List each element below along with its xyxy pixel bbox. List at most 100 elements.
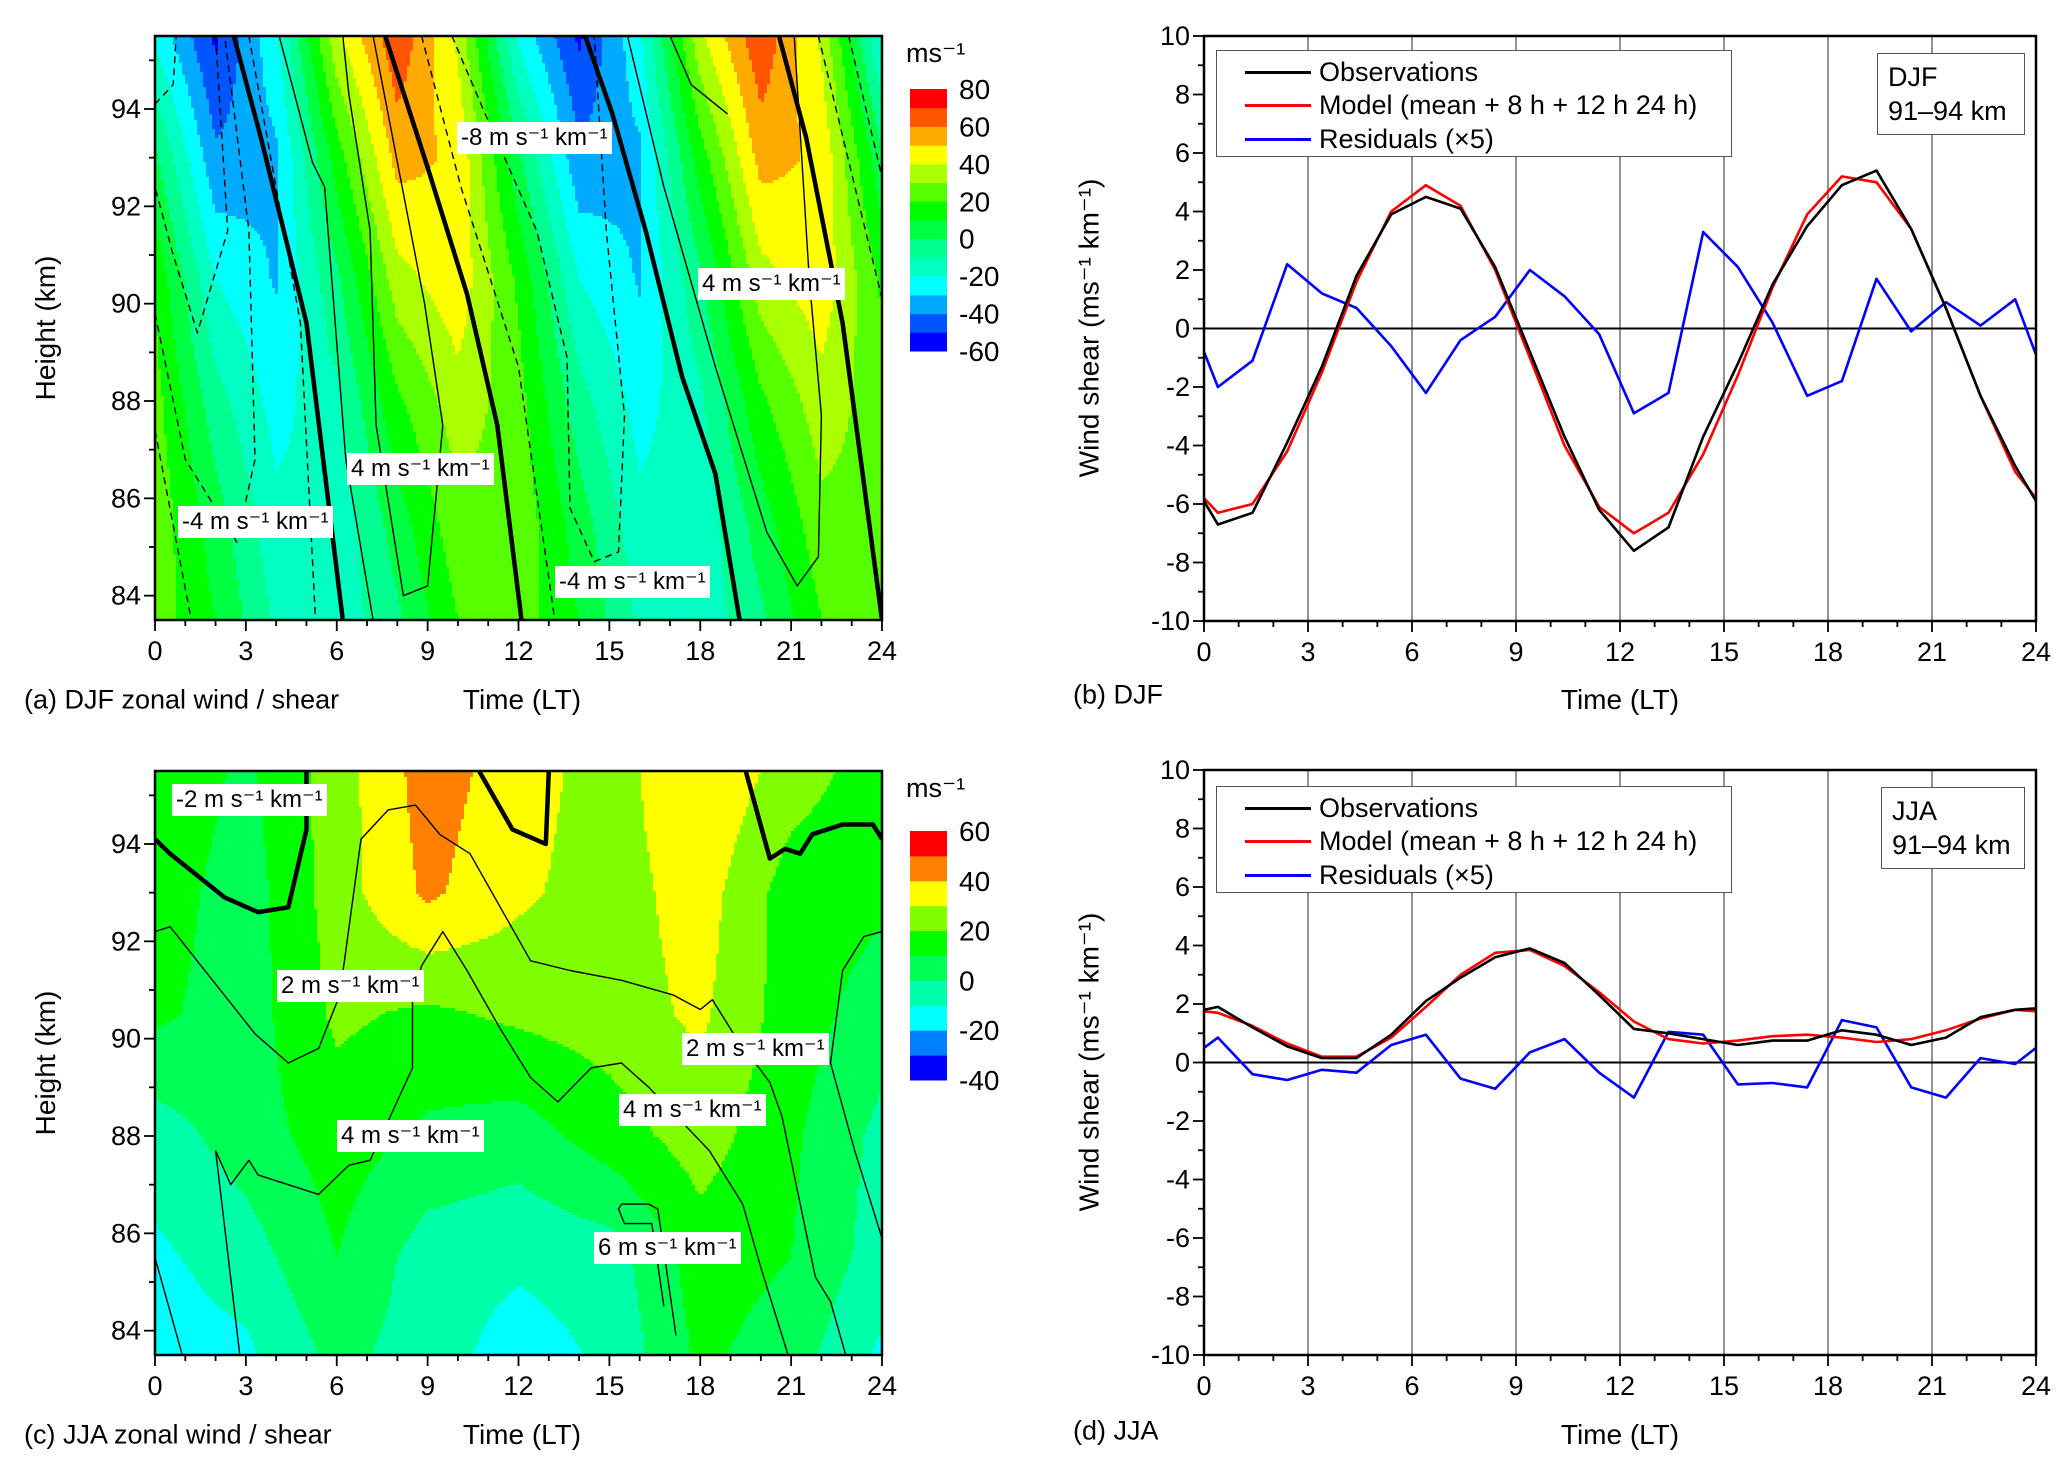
heatmap-cell xyxy=(836,252,855,256)
heatmap-cell xyxy=(407,75,435,79)
heatmap-cell xyxy=(155,123,165,127)
heatmap-cell xyxy=(479,48,489,52)
heatmap-cell xyxy=(197,129,216,133)
heatmap-cell xyxy=(551,432,573,436)
heatmap-cell xyxy=(695,354,717,358)
heatmap-cell xyxy=(470,183,483,187)
heatmap-cell xyxy=(293,180,309,184)
heatmap-cell xyxy=(728,420,750,424)
heatmap-cell xyxy=(176,165,192,169)
heatmap-cell xyxy=(170,312,189,316)
heatmap-cell xyxy=(212,42,219,46)
heatmap-cell xyxy=(875,186,882,190)
heatmap-cell xyxy=(863,189,879,193)
heatmap-cell xyxy=(554,324,573,328)
heatmap-cell xyxy=(338,384,360,388)
heatmap-cell xyxy=(758,96,765,100)
heatmap-cell xyxy=(323,198,339,202)
heatmap-cell xyxy=(635,441,654,445)
heatmap-cell xyxy=(557,255,576,259)
heatmap-cell xyxy=(212,351,249,355)
heatmap-cell xyxy=(191,165,207,169)
heatmap-cell xyxy=(815,450,843,454)
heatmap-cell xyxy=(344,309,363,313)
heatmap-cell xyxy=(299,36,309,40)
heatmap-cell xyxy=(164,396,183,400)
heatmap-cell xyxy=(746,45,777,49)
heatmap-cell xyxy=(251,354,300,358)
heatmap-cell xyxy=(530,438,552,442)
heatmap-cell xyxy=(746,399,768,403)
heatmap-cell xyxy=(716,489,741,493)
heatmap-cell xyxy=(296,402,342,406)
heatmap-cell xyxy=(803,312,831,316)
heatmap-cell xyxy=(743,96,759,100)
heatmap-cell xyxy=(374,285,390,289)
heatmap-cell xyxy=(644,57,654,61)
heatmap-cell xyxy=(446,324,468,328)
heatmap-cell xyxy=(554,243,573,247)
heatmap-cell xyxy=(680,153,693,157)
heatmap-cell xyxy=(719,144,738,148)
heatmap-cell xyxy=(299,336,327,340)
heatmap-cell xyxy=(176,45,195,49)
heatmap-cell xyxy=(785,453,816,457)
heatmap-cell xyxy=(668,159,681,163)
heatmap-cell xyxy=(335,123,351,127)
heatmap-cell xyxy=(461,81,471,85)
heatmap-cell xyxy=(707,429,729,433)
heatmap-cell xyxy=(341,405,363,409)
heatmap-cell xyxy=(713,246,729,250)
heatmap-cell xyxy=(812,435,846,439)
heatmap-cell xyxy=(341,393,360,397)
heatmap-cell xyxy=(161,177,180,181)
heatmap-cell xyxy=(155,441,168,445)
heatmap-cell xyxy=(416,441,450,445)
heatmap-cell xyxy=(299,264,318,268)
heatmap-cell xyxy=(494,285,516,289)
heatmap-cell xyxy=(851,42,861,46)
heatmap-cell xyxy=(743,105,798,109)
heatmap-cell xyxy=(737,141,753,145)
heatmap-cell xyxy=(866,75,879,79)
heatmap-cell xyxy=(155,102,159,106)
heatmap-cell xyxy=(224,291,276,295)
heatmap-cell xyxy=(155,417,165,421)
heatmap-cell xyxy=(710,240,729,244)
heatmap-cell xyxy=(374,372,393,376)
heatmap-cell xyxy=(647,87,660,91)
heatmap-cell xyxy=(518,210,534,214)
heatmap-cell xyxy=(518,315,537,319)
heatmap-cell xyxy=(275,456,285,460)
heatmap-cell xyxy=(644,45,654,49)
heatmap-cell xyxy=(278,213,294,217)
heatmap-cell xyxy=(725,303,741,307)
heatmap-cell xyxy=(170,210,186,214)
heatmap-cell xyxy=(569,312,597,316)
heatmap-cell xyxy=(599,84,630,88)
heatmap-cell xyxy=(731,345,750,349)
heatmap-cell xyxy=(320,45,333,49)
heatmap-cell xyxy=(299,306,324,310)
heatmap-cell xyxy=(497,39,507,43)
heatmap-cell xyxy=(671,99,684,103)
heatmap-cell xyxy=(221,378,258,382)
heatmap-cell xyxy=(299,348,330,352)
heatmap-cell xyxy=(707,306,726,310)
heatmap-cell xyxy=(629,249,642,253)
heatmap-cell xyxy=(578,201,642,205)
heatmap-cell xyxy=(335,66,354,70)
heatmap-cell xyxy=(515,192,531,196)
heatmap-cell xyxy=(491,378,525,382)
heatmap-cell xyxy=(563,381,588,385)
heatmap-cell xyxy=(401,90,435,94)
heatmap-cell xyxy=(488,114,501,118)
heatmap-cell xyxy=(290,45,300,49)
heatmap-cell xyxy=(296,222,312,226)
heatmap-cell xyxy=(347,171,363,175)
heatmap-cell xyxy=(518,36,537,40)
heatmap-cell xyxy=(728,324,747,328)
heatmap-cell xyxy=(797,111,828,115)
heatmap-cell xyxy=(833,294,858,298)
heatmap-cell xyxy=(845,435,882,439)
